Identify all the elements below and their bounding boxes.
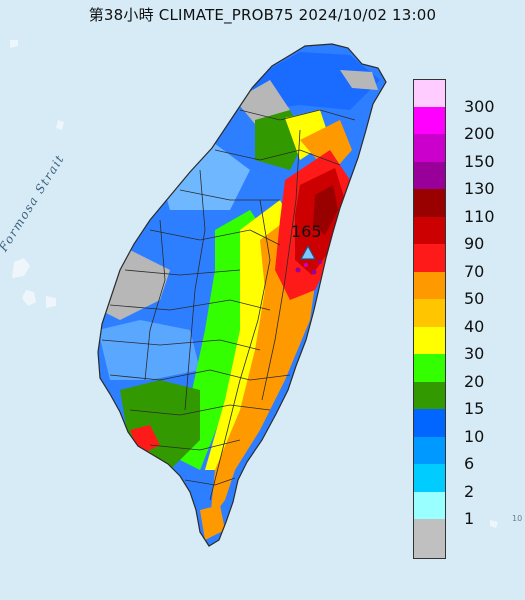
legend-swatch bbox=[413, 216, 446, 244]
corner-mark: 10 bbox=[512, 514, 523, 523]
legend-swatch bbox=[413, 161, 446, 189]
legend-label: 6 bbox=[464, 454, 475, 473]
legend-label: 30 bbox=[464, 344, 485, 363]
legend-swatch bbox=[413, 189, 446, 217]
legend-label: 20 bbox=[464, 371, 485, 391]
legend-label: 40 bbox=[464, 316, 485, 336]
legend-swatch bbox=[413, 326, 446, 354]
legend-label: 50 bbox=[464, 289, 485, 308]
peak-value-label: 165 bbox=[291, 222, 322, 241]
legend-swatch bbox=[413, 491, 446, 519]
legend-label: 300 bbox=[464, 96, 495, 116]
legend-swatch bbox=[413, 244, 446, 272]
legend-swatch bbox=[413, 464, 446, 492]
legend-label: 110 bbox=[464, 206, 495, 226]
legend-swatch bbox=[413, 381, 446, 409]
legend-swatch bbox=[413, 409, 446, 437]
legend-swatch bbox=[413, 79, 446, 107]
legend-label: 200 bbox=[464, 124, 495, 143]
legend-swatch bbox=[413, 519, 446, 559]
legend-label: 10 bbox=[464, 426, 485, 446]
legend-swatch bbox=[413, 436, 446, 464]
rainfall-legend: 300 200 150 130 110 90 70 50 40 30 20 15 10 6 2 1 bbox=[413, 79, 517, 574]
legend-label: 150 bbox=[464, 151, 495, 171]
legend-label: 15 bbox=[464, 399, 485, 418]
peak-marker-triangle bbox=[299, 244, 317, 260]
legend-label: 70 bbox=[464, 261, 485, 281]
legend-label: 90 bbox=[464, 234, 485, 253]
legend-swatch bbox=[413, 134, 446, 162]
legend-swatch bbox=[413, 271, 446, 299]
legend-swatch bbox=[413, 354, 446, 382]
legend-label: 2 bbox=[464, 481, 475, 501]
legend-swatch bbox=[413, 106, 446, 134]
admin-boundaries bbox=[97, 43, 387, 547]
map-title: 第38小時 CLIMATE_PROB75 2024/10/02 13:00 bbox=[88, 6, 437, 24]
legend-label: 1 bbox=[464, 509, 475, 528]
legend-swatch bbox=[413, 299, 446, 327]
legend-label: 130 bbox=[464, 179, 495, 198]
